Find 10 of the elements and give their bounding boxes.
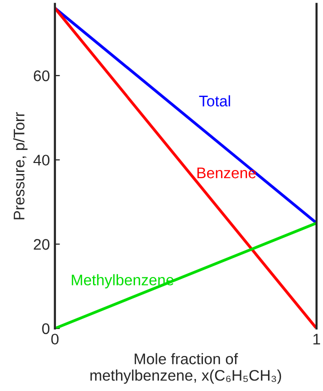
x-axis-title: Mole fraction of methylbenzene, x(C₆H₅CH₃) — [90, 353, 282, 384]
series-label: Methylbenzene — [72, 274, 174, 288]
x-tick-label: 1 — [313, 334, 320, 344]
y-tick-label: 0 — [42, 323, 50, 334]
y-axis-title: Pressure, p/Torr — [13, 112, 28, 220]
y-tick-label: 40 — [33, 154, 50, 166]
series-label: Benzene — [197, 168, 256, 178]
y-tick-label: 60 — [34, 70, 50, 82]
series-label: Total — [199, 95, 230, 106]
y-tick-label: 20 — [34, 239, 50, 250]
